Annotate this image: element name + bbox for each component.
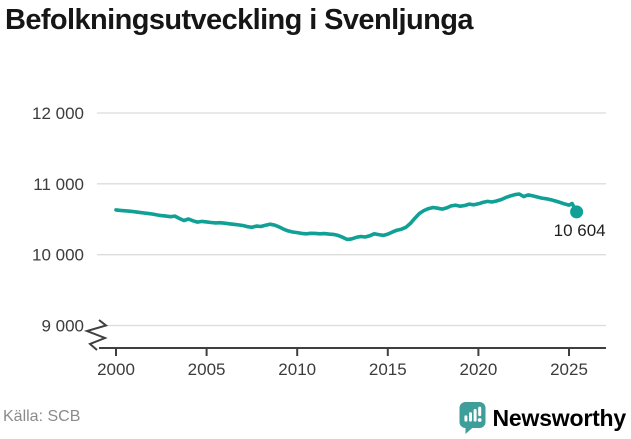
x-tick-label: 2020 bbox=[459, 360, 497, 379]
x-axis: 2000 2005 2010 2015 2020 2025 bbox=[97, 347, 606, 379]
end-point-dot bbox=[570, 205, 584, 219]
newsworthy-bubble-chart-icon bbox=[459, 402, 486, 434]
y-tick-label: 11 000 bbox=[33, 175, 84, 194]
y-tick-label: 10 000 bbox=[32, 246, 84, 265]
newsworthy-logo: Newsworthy bbox=[459, 401, 626, 435]
y-tick-labels: 9 000 10 000 11 000 12 000 bbox=[32, 104, 84, 336]
population-series-line bbox=[114, 192, 579, 242]
end-value-label: 10 604 bbox=[554, 221, 606, 240]
y-tick-label: 12 000 bbox=[32, 104, 84, 123]
axis-break-icon bbox=[83, 319, 109, 351]
x-tick-label: 2010 bbox=[278, 360, 316, 379]
x-tick-label: 2000 bbox=[97, 360, 135, 379]
newsworthy-wordmark: Newsworthy bbox=[492, 404, 627, 431]
y-gridlines bbox=[97, 112, 606, 327]
x-tick-label: 2005 bbox=[188, 360, 226, 379]
chart-title: Befolkningsutveckling i Svenljunga bbox=[5, 4, 473, 36]
x-tick-label: 2025 bbox=[550, 360, 588, 379]
x-tick-label: 2015 bbox=[369, 360, 407, 379]
y-tick-label: 9 000 bbox=[41, 317, 84, 336]
population-line bbox=[114, 192, 579, 242]
axis-break-zigzag bbox=[83, 319, 109, 351]
end-point: 10 604 bbox=[554, 205, 606, 240]
source-label: Källa: SCB bbox=[3, 408, 81, 425]
